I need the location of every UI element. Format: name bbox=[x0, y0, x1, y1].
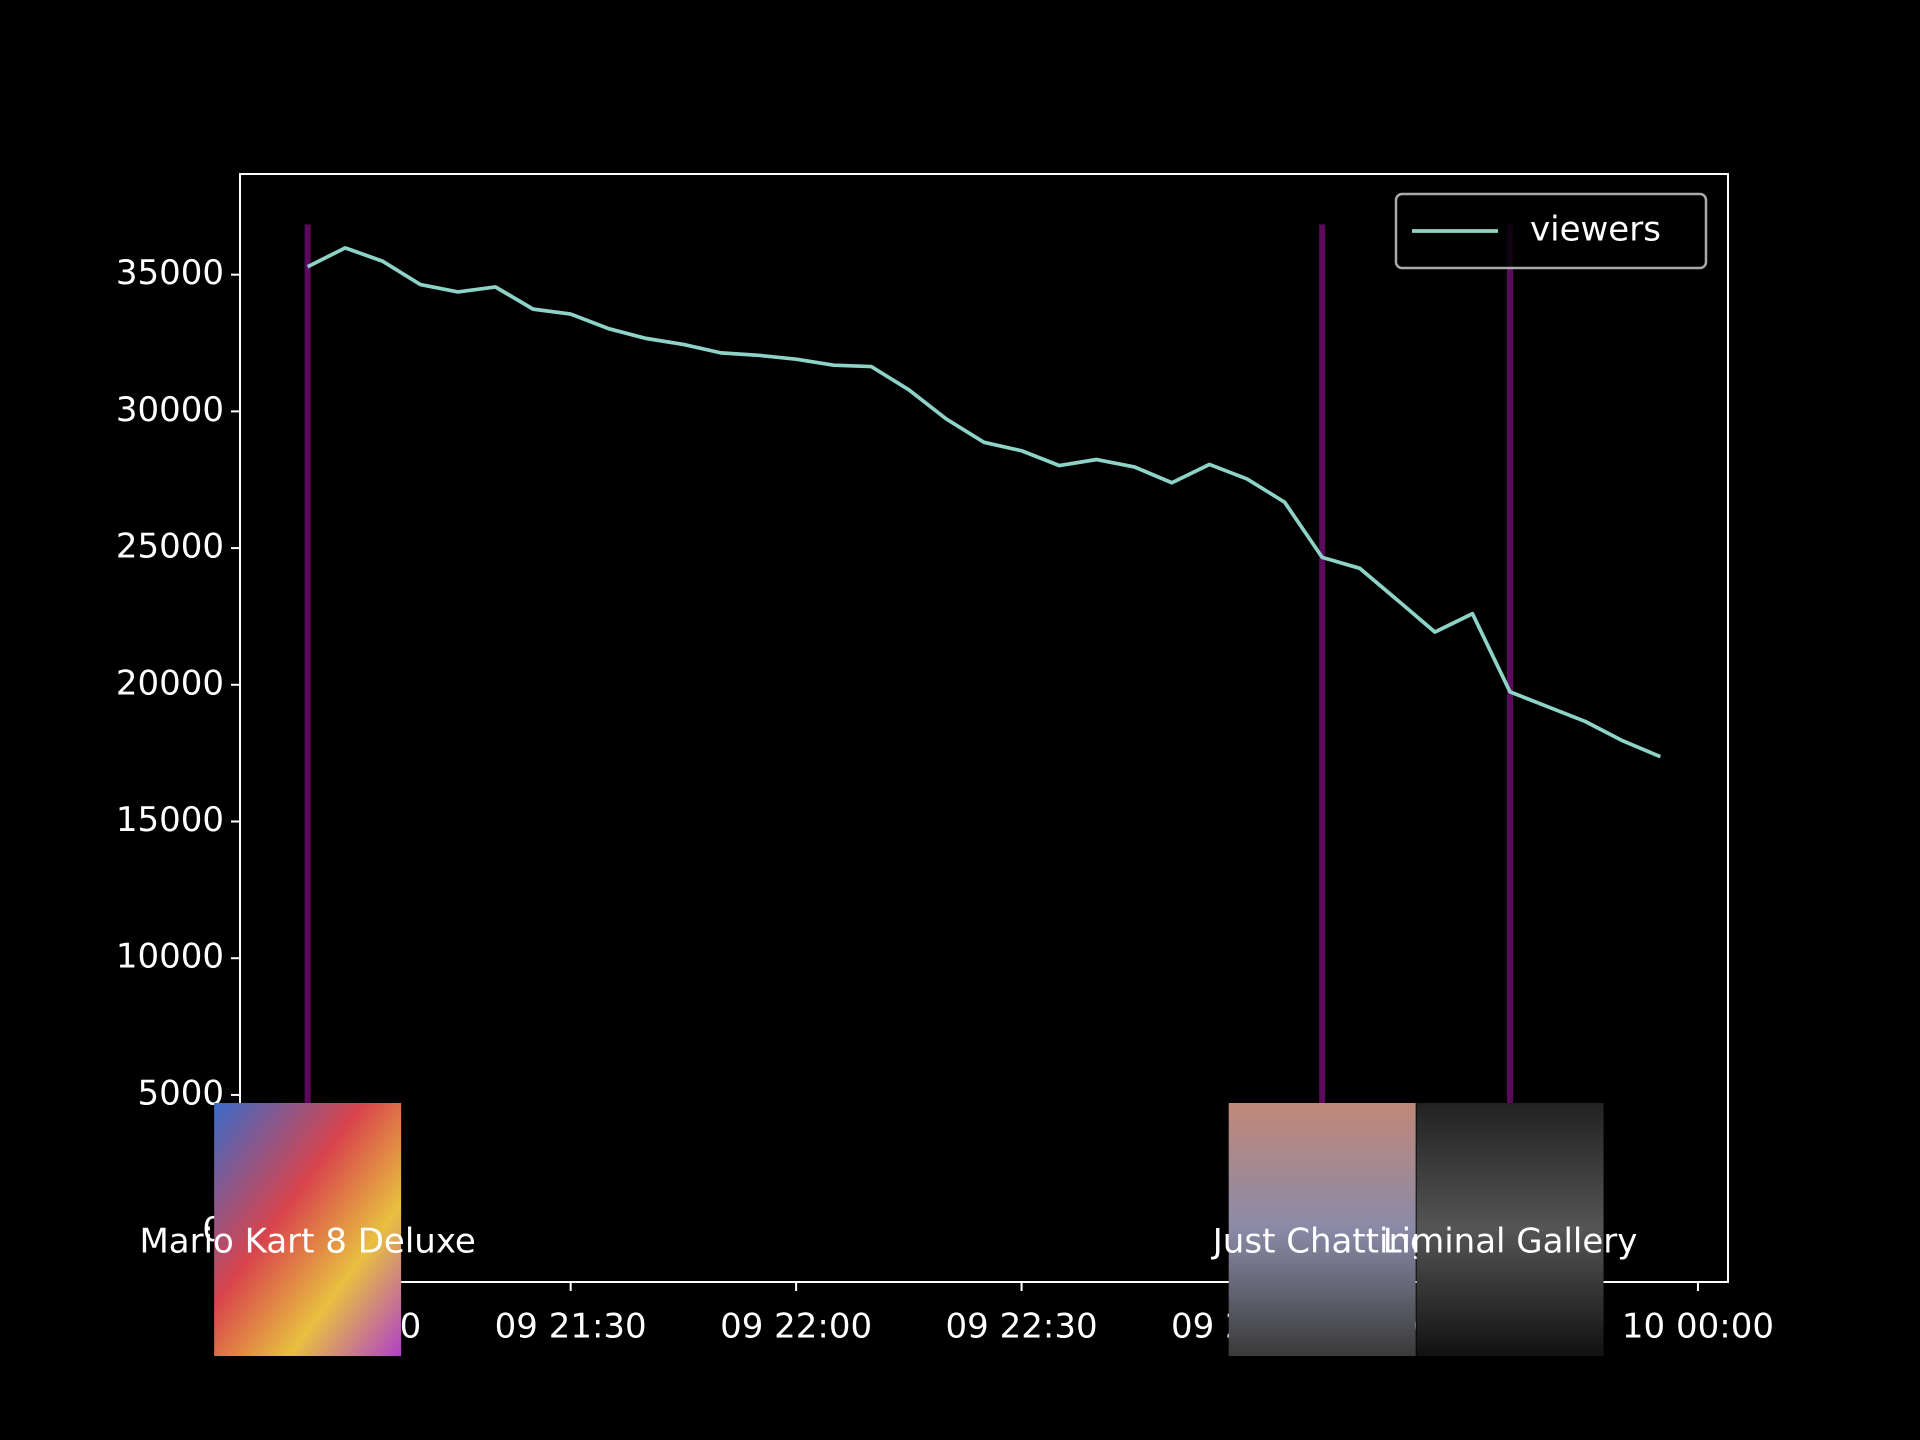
y-tick-label: 10000 bbox=[116, 937, 224, 977]
legend-box bbox=[1394, 192, 1708, 270]
legend-label: viewers bbox=[1530, 210, 1661, 250]
event-label: Mario Kart 8 Deluxe bbox=[139, 1222, 475, 1262]
x-tick-label: 09 22:00 bbox=[720, 1307, 872, 1347]
x-tick-label: 09 21:30 bbox=[495, 1307, 647, 1347]
line bbox=[306, 246, 1662, 759]
y-tick-label: 20000 bbox=[116, 663, 224, 703]
event-label: Just Chatting bbox=[1211, 1222, 1432, 1262]
x-tick-label: 09 22:30 bbox=[946, 1307, 1098, 1347]
plot-frame bbox=[239, 173, 1729, 1283]
event-thumbnail bbox=[1228, 1103, 1416, 1356]
y-tick-label: 15000 bbox=[116, 800, 224, 840]
y-tick-label: 25000 bbox=[116, 527, 224, 567]
y-tick-label: 5000 bbox=[137, 1073, 224, 1113]
y-tick-label: 30000 bbox=[116, 390, 224, 430]
x-tick-label: 10 00:00 bbox=[1622, 1307, 1774, 1347]
event-label: Liminal Gallery bbox=[1383, 1222, 1638, 1262]
event-thumbnail bbox=[1416, 1103, 1604, 1356]
y-tick-label: 35000 bbox=[116, 253, 224, 293]
event-thumbnail bbox=[214, 1103, 402, 1356]
